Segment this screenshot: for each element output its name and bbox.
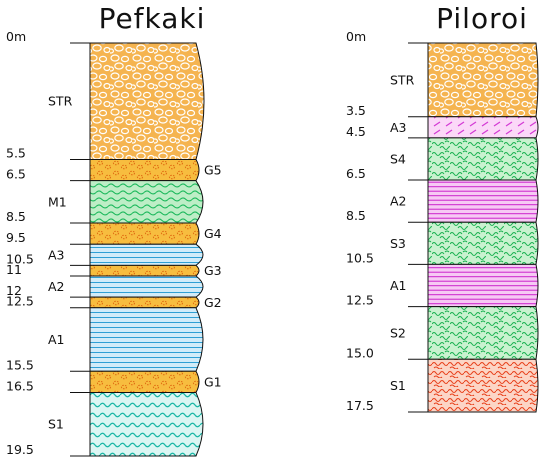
base-depth-label: 19.5 (6, 442, 34, 457)
depth-label: 16.5 (6, 378, 34, 393)
depth-label: 10.5 (6, 251, 34, 266)
layer-pefkaki-a3 (89, 243, 204, 266)
layer-code-label: S3 (390, 236, 406, 251)
depth-label: 6.5 (346, 166, 366, 181)
depth-label: 6.5 (6, 167, 26, 182)
layer-code-label: A2 (48, 279, 65, 294)
layer-code-label: A2 (390, 194, 407, 209)
depth-label: 15.0 (346, 345, 374, 360)
layer-piloroi-a3 (427, 116, 539, 139)
depth-label: 8.5 (346, 208, 366, 223)
layer-pefkaki-g1 (89, 370, 200, 393)
layer-code-label: A1 (48, 332, 65, 347)
layer-code-label: S1 (48, 417, 64, 432)
layer-code-label: STR (390, 72, 415, 87)
section-column-piloroi: 0m STR 3.5 A3 4.5 S4 6.5 A2 8.5 S3 10.5 A1 12.5 S2 15.… (346, 29, 539, 413)
layer-piloroi-s2 (427, 306, 539, 360)
layer-code-label: G2 (204, 295, 222, 310)
layer-code-label: S4 (390, 151, 406, 166)
depth-label: 0m (346, 29, 366, 44)
depth-label: 9.5 (6, 230, 26, 245)
layer-code-label: G4 (204, 226, 222, 241)
layer-piloroi-a1 (427, 263, 539, 308)
depth-label: 8.5 (6, 209, 26, 224)
layer-pefkaki-g5 (89, 158, 200, 182)
section-column-pefkaki: 0m STR 5.5 G5 6.5 M1 8.5 G4 9.5 A3 10.5 G3 11 A2 12 G2 1… (6, 29, 222, 457)
base-depth-label: 17.5 (346, 398, 374, 413)
layer-code-label: A1 (390, 278, 407, 293)
section-title-piloroi: Piloroi (436, 2, 528, 35)
layer-code-label: S2 (390, 325, 406, 340)
layer-pefkaki-g2 (89, 296, 200, 309)
layer-piloroi-s3 (427, 221, 539, 265)
section-title-pefkaki: Pefkaki (99, 2, 206, 35)
layer-pefkaki-str (89, 42, 205, 160)
layer-piloroi-str (427, 42, 539, 118)
layer-piloroi-s1 (427, 358, 539, 413)
layer-code-label: G3 (204, 263, 222, 278)
layer-code-label: STR (48, 94, 73, 109)
depth-label: 10.5 (346, 250, 374, 265)
layer-code-label: G1 (204, 374, 222, 389)
layer-code-label: A3 (390, 120, 407, 135)
depth-label: 12.5 (346, 293, 374, 308)
depth-label: 3.5 (346, 103, 366, 118)
depth-label: 12 (6, 283, 22, 298)
layer-pefkaki-g4 (89, 222, 200, 245)
depth-label: 4.5 (346, 124, 366, 139)
depth-label: 5.5 (6, 145, 26, 160)
layer-pefkaki-a1 (89, 307, 204, 372)
layer-code-label: A3 (48, 247, 65, 262)
layer-code-label: S1 (390, 378, 406, 393)
depth-label: 0m (6, 29, 26, 44)
layer-piloroi-a2 (427, 179, 539, 223)
layer-pefkaki-m1 (89, 180, 204, 224)
depth-label: 15.5 (6, 357, 34, 372)
layer-code-label: G5 (204, 163, 222, 178)
layer-code-label: M1 (48, 194, 67, 209)
depth-label: 11 (6, 262, 22, 277)
layer-pefkaki-g3 (89, 264, 200, 277)
layer-pefkaki-a2 (89, 275, 204, 298)
layer-piloroi-s4 (427, 137, 539, 181)
layer-pefkaki-s1 (89, 391, 204, 457)
depth-label: 12.5 (6, 294, 34, 309)
